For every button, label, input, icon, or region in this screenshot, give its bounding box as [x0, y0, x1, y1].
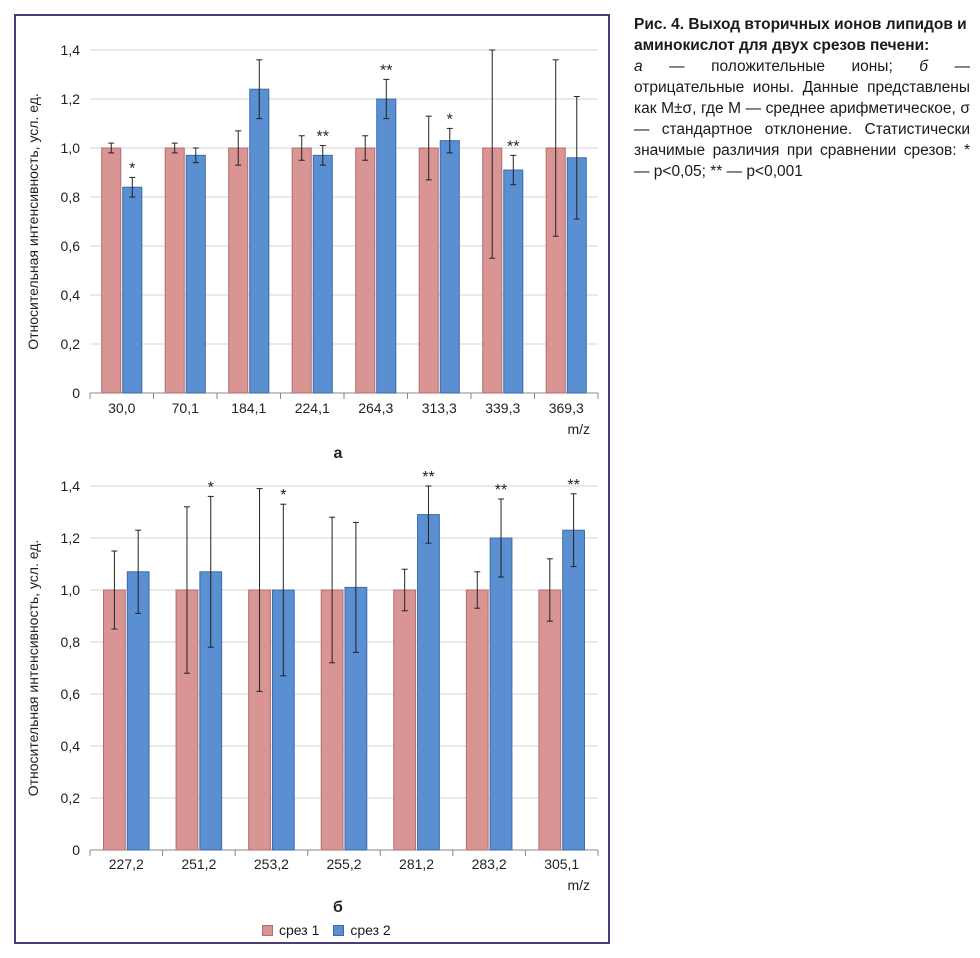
x-tick-label: 255,2 [326, 856, 361, 872]
x-axis-label: m/z [567, 877, 590, 893]
y-tick-label: 0 [72, 385, 80, 401]
significance-mark: ** [567, 477, 579, 494]
legend-item-series1: срез 1 [262, 922, 319, 938]
significance-mark: * [447, 111, 453, 128]
x-tick-label: 184,1 [231, 400, 266, 416]
y-axis-label: Относительная интенсивность, усл. ед. [25, 540, 41, 797]
bar-series1 [101, 147, 122, 394]
figure-caption: Рис. 4. Выход вторичных ионов липидов и … [634, 14, 970, 182]
x-tick-label: 30,0 [108, 400, 135, 416]
bar-series2 [562, 529, 585, 851]
y-tick-label: 1,4 [61, 42, 81, 58]
x-tick-label: 251,2 [181, 856, 216, 872]
legend-label-series1: срез 1 [279, 922, 320, 938]
caption-part-b-label: б [919, 58, 928, 75]
y-tick-label: 0,6 [61, 686, 81, 702]
y-tick-label: 1,4 [61, 478, 81, 494]
caption-part-a-text: — положительные ионы; [642, 58, 920, 75]
bar-series2 [122, 186, 143, 394]
caption-part-a-label: а [634, 58, 643, 75]
x-tick-label: 264,3 [358, 400, 393, 416]
y-tick-label: 1,2 [61, 530, 81, 546]
x-axis-label: m/z [567, 421, 590, 437]
y-tick-label: 0 [72, 842, 80, 858]
x-tick-label: 339,3 [485, 400, 520, 416]
bar-series2 [185, 154, 206, 394]
caption-body: а — положительные ионы; б — отрицательны… [634, 56, 970, 182]
y-tick-label: 0,6 [61, 238, 81, 254]
y-tick-label: 1,2 [61, 91, 81, 107]
significance-mark: ** [422, 469, 434, 486]
x-tick-label: 253,2 [254, 856, 289, 872]
x-tick-label: 369,3 [549, 400, 584, 416]
x-tick-label: 283,2 [472, 856, 507, 872]
bar-series2 [417, 514, 440, 851]
legend-swatch-series2 [333, 924, 345, 936]
caption-title: Рис. 4. Выход вторичных ионов липидов и … [634, 16, 967, 54]
y-tick-label: 0,4 [61, 287, 81, 303]
y-axis-label: Относительная интенсивность, усл. ед. [25, 93, 41, 350]
bar-series2 [439, 140, 460, 394]
x-tick-label: 227,2 [109, 856, 144, 872]
legend-item-series2: срез 2 [333, 922, 391, 938]
bar-series2 [249, 88, 270, 394]
y-tick-label: 1,0 [61, 582, 81, 598]
significance-mark: ** [380, 62, 392, 79]
significance-mark: * [129, 160, 135, 177]
bar-series2 [503, 169, 524, 394]
bar-series1 [465, 589, 489, 851]
significance-mark: * [280, 487, 286, 504]
legend-swatch-series1 [262, 924, 273, 936]
bar-series1 [538, 589, 562, 851]
significance-mark: ** [495, 482, 507, 499]
bar-series2 [312, 154, 333, 394]
x-tick-label: 224,1 [295, 400, 330, 416]
y-tick-label: 0,8 [61, 634, 81, 650]
bar-series2 [489, 537, 513, 851]
x-tick-label: 281,2 [399, 856, 434, 872]
y-tick-label: 0,4 [61, 738, 81, 754]
bar-series1 [393, 589, 417, 851]
caption-part-b-text: — отрицательные ионы. Данные представлен… [634, 58, 970, 180]
x-tick-label: 70,1 [172, 400, 199, 416]
y-tick-label: 1,0 [61, 140, 81, 156]
panel-label: б [333, 899, 343, 916]
bar-series1 [355, 147, 376, 394]
bar-series1 [291, 147, 312, 394]
legend-label-series2: срез 2 [350, 922, 391, 938]
x-tick-label: 305,1 [544, 856, 579, 872]
significance-mark: ** [317, 129, 329, 146]
panel-label: а [334, 445, 343, 462]
bar-series1 [164, 147, 185, 394]
y-tick-label: 0,8 [61, 189, 81, 205]
y-tick-label: 0,2 [61, 790, 81, 806]
legend: срез 1 срез 2 [262, 922, 391, 938]
x-tick-label: 313,3 [422, 400, 457, 416]
significance-mark: ** [507, 138, 519, 155]
y-tick-label: 0,2 [61, 336, 81, 352]
bar-series2 [376, 98, 397, 394]
bar-series1 [418, 147, 439, 394]
bar-series1 [228, 147, 249, 394]
significance-mark: * [208, 479, 214, 496]
